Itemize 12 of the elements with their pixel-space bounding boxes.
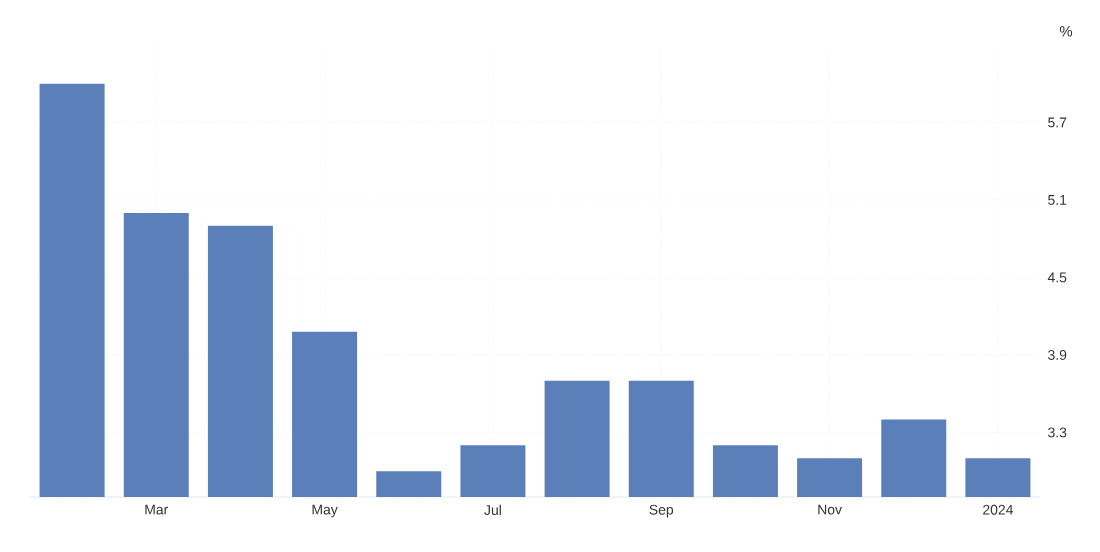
x-tick-label: May xyxy=(312,504,338,518)
y-tick-label: 4.5 xyxy=(1047,272,1067,283)
y-tick-label: 3.9 xyxy=(1048,349,1067,360)
y-tick-label: 5.7 xyxy=(1048,117,1067,128)
y-axis-title: % xyxy=(1059,26,1073,37)
y-tick-label: 3.3 xyxy=(1048,427,1067,438)
x-tick-label: Sep xyxy=(649,504,674,518)
x-tick-label: 2024 xyxy=(983,504,1014,515)
x-tick-label: Nov xyxy=(818,504,842,515)
y-tick-label: 5.1 xyxy=(1048,195,1067,205)
x-tick-label: Jul xyxy=(484,504,501,516)
x-tick-label: Mar xyxy=(145,504,169,515)
